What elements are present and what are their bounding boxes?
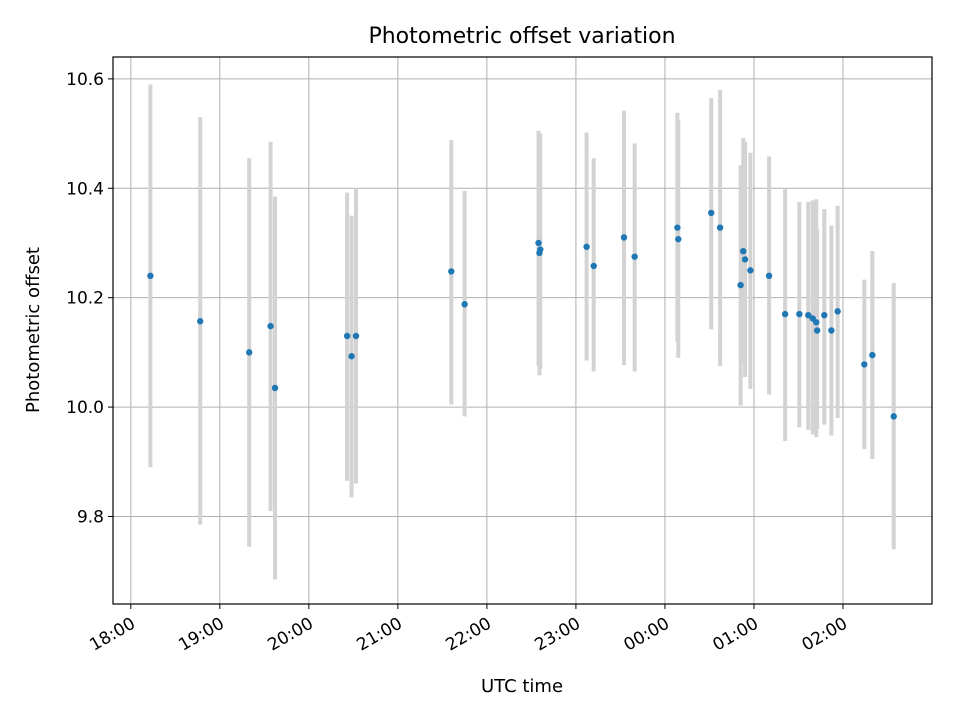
data-point bbox=[461, 301, 468, 308]
plot-frame bbox=[112, 56, 933, 605]
y-axis-ticks: 9.8 10.0 10.2 10.4 10.6 bbox=[66, 70, 113, 527]
data-point bbox=[631, 253, 638, 260]
data-point bbox=[828, 327, 835, 334]
data-point bbox=[535, 239, 542, 247]
data-point bbox=[716, 224, 724, 231]
data-point bbox=[352, 332, 360, 340]
data-point bbox=[813, 319, 820, 326]
y-tick-label: 10.4 bbox=[66, 179, 104, 199]
grid-lines bbox=[113, 57, 932, 604]
data-point bbox=[781, 310, 789, 318]
data-point bbox=[813, 327, 821, 334]
data-point bbox=[737, 281, 744, 289]
data-point bbox=[861, 361, 868, 368]
data-point bbox=[747, 267, 754, 274]
x-axis-label: UTC time bbox=[481, 676, 563, 697]
data-point bbox=[267, 322, 274, 330]
y-axis-label: Photometric offset bbox=[23, 247, 44, 413]
data-point bbox=[741, 256, 749, 263]
data-point bbox=[740, 247, 747, 255]
data-point bbox=[890, 413, 897, 420]
data-point bbox=[805, 311, 812, 319]
data-point bbox=[583, 243, 590, 251]
chart-title: Photometric offset variation bbox=[368, 24, 675, 49]
y-tick-label: 10.2 bbox=[66, 289, 104, 309]
y-tick-label: 10.0 bbox=[66, 398, 104, 418]
data-point bbox=[271, 384, 279, 392]
y-tick-label: 10.6 bbox=[66, 70, 104, 90]
data-point bbox=[348, 353, 355, 360]
y-tick-label: 9.8 bbox=[77, 507, 104, 527]
data-point bbox=[197, 318, 204, 325]
data-point bbox=[590, 262, 597, 270]
data-point bbox=[675, 235, 682, 243]
data-point bbox=[821, 311, 828, 319]
data-point bbox=[537, 246, 544, 253]
data-point bbox=[246, 349, 253, 356]
data-point bbox=[343, 332, 351, 340]
data-point bbox=[708, 209, 715, 217]
data-point bbox=[765, 272, 773, 279]
data-point bbox=[869, 351, 876, 359]
data-point bbox=[674, 224, 681, 231]
data-points bbox=[147, 209, 897, 420]
data-point bbox=[620, 234, 628, 241]
data-point bbox=[147, 272, 154, 279]
data-point bbox=[834, 308, 841, 315]
data-point bbox=[796, 310, 803, 318]
data-point bbox=[448, 268, 455, 275]
